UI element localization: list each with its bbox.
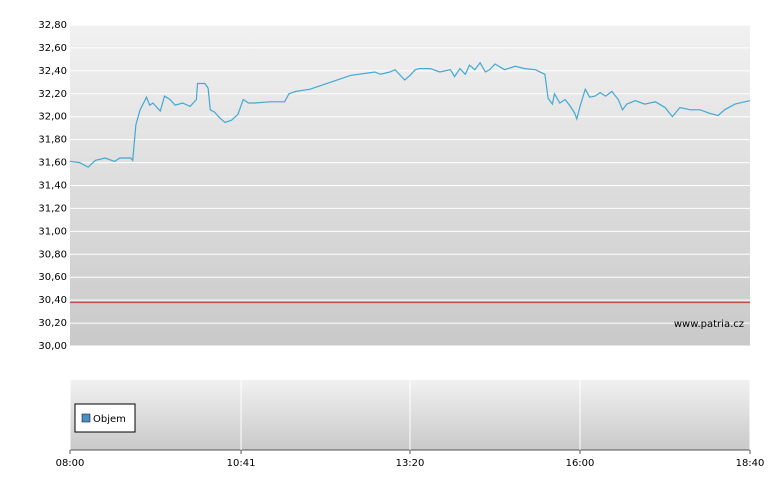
y-tick-label: 32,00	[38, 112, 67, 123]
y-tick-label: 30,00	[38, 341, 67, 352]
y-tick-label: 32,40	[38, 66, 67, 77]
y-tick-label: 31,00	[38, 226, 67, 237]
y-tick-label: 32,80	[38, 20, 67, 31]
y-tick-label: 30,40	[38, 295, 67, 306]
watermark: www.patria.cz	[674, 319, 744, 330]
legend-label: Objem	[93, 414, 126, 425]
x-tick-label: 13:20	[396, 458, 425, 469]
y-tick-label: 30,20	[38, 318, 67, 329]
x-tick-label: 08:00	[56, 458, 85, 469]
y-tick-label: 32,60	[38, 43, 67, 54]
y-tick-label: 31,20	[38, 203, 67, 214]
y-tick-label: 32,20	[38, 89, 67, 100]
legend-swatch	[81, 413, 91, 423]
x-tick-label: 10:41	[227, 458, 256, 469]
x-tick-label: 16:00	[566, 458, 595, 469]
y-tick-label: 31,60	[38, 158, 67, 169]
price-line	[69, 61, 751, 168]
y-tick-label: 31,80	[38, 135, 67, 146]
y-tick-label: 30,80	[38, 249, 67, 260]
x-tick-label: 18:40	[736, 458, 765, 469]
y-tick-label: 31,40	[38, 181, 67, 192]
y-tick-label: 30,60	[38, 272, 67, 283]
